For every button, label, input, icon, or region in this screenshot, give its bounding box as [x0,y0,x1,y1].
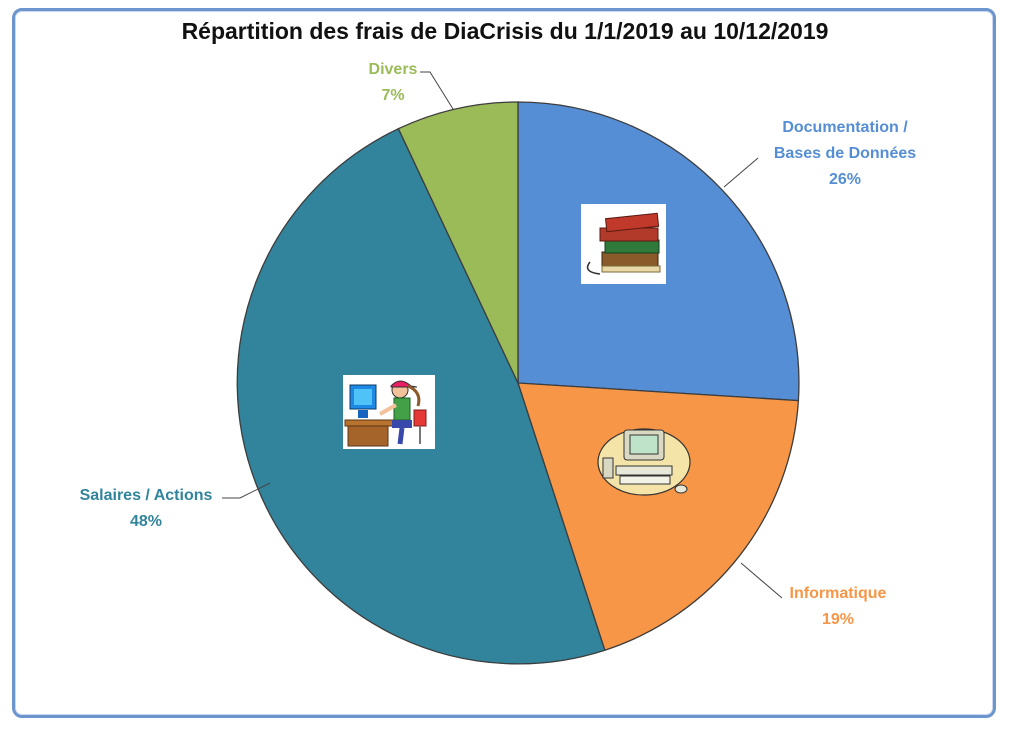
slice-label: Bases de Données [774,145,916,162]
computer-icon [597,428,691,496]
leader-line [420,71,454,110]
slice-percent-label: 19% [822,611,854,628]
chart-title: Répartition des frais de DiaCrisis du 1/… [181,18,829,44]
pie-slice [517,382,800,652]
books-icon [581,204,666,284]
slice-label: Documentation / [782,119,908,136]
slice-percent-label: 7% [381,87,404,104]
leader-line [723,157,759,188]
slice-label: Informatique [790,585,887,602]
slice-label: Salaires / Actions [80,487,213,504]
leader-line [740,562,783,599]
leader-line [222,482,271,499]
slice-percent-label: 26% [829,171,861,188]
slice-label: Divers [369,61,418,78]
slice-percent-label: 48% [130,513,162,530]
person-at-computer-icon [343,375,435,449]
pie-slice [397,101,519,384]
